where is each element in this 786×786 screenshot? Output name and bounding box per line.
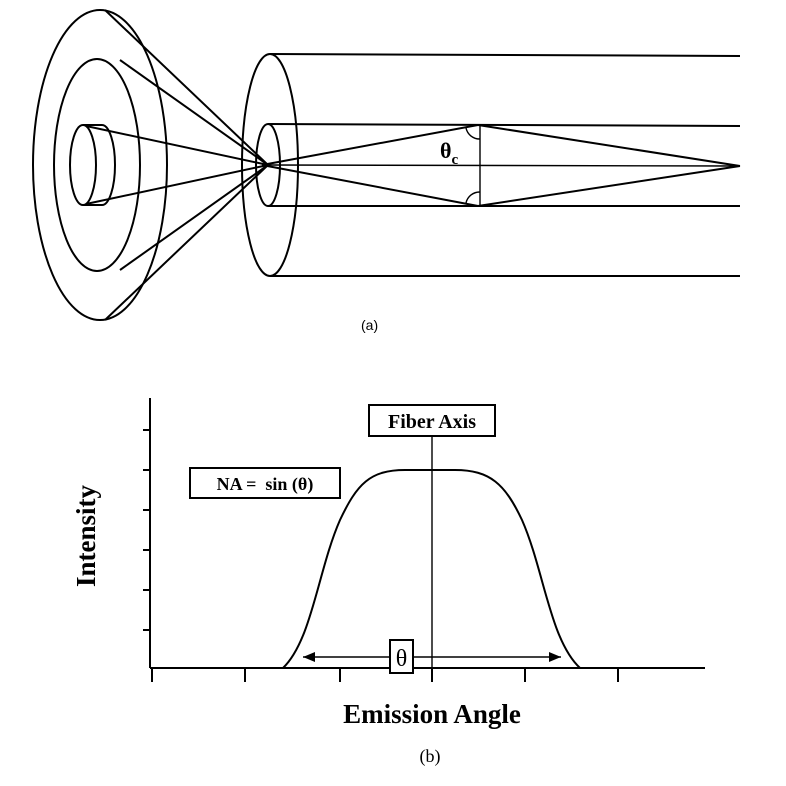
panel-a-diagram: θc (a) [32,9,741,333]
y-axis-label: Intensity [71,484,101,587]
theta-label-box [389,639,414,674]
theta-label: θ [396,646,408,672]
intensity-curve [282,469,581,669]
panel-a-caption: (a) [361,317,378,333]
fiber-axis-label: Fiber Axis [388,411,476,433]
optical-axis-line [267,164,741,167]
critical-angle-arc-top [465,127,481,140]
na-formula-label: NA = sin (θ) [217,474,314,495]
x-axis-ticks [151,668,619,682]
cladding-top-edge [269,53,741,57]
source-middle-ring [53,58,141,272]
fiber-axis-label-box [368,404,496,437]
guided-rays [261,124,741,207]
y-axis-ticks [143,429,150,631]
panel-b-chart: Fiber Axis NA = sin (θ) θ Intensity Emis… [71,398,705,767]
source-inner-ring [69,124,97,206]
focus-cone-lines [85,9,269,321]
source-outer-ring [32,9,168,321]
core-top-edge [267,123,741,127]
source-inner-cylinder [83,124,116,206]
na-formula-box [189,467,341,499]
panel-b-caption: (b) [420,746,441,767]
theta-width-arrows [303,652,561,662]
critical-angle-arc-bottom [465,191,481,204]
x-axis-label: Emission Angle [343,699,521,729]
critical-angle-label: θc [440,138,458,168]
